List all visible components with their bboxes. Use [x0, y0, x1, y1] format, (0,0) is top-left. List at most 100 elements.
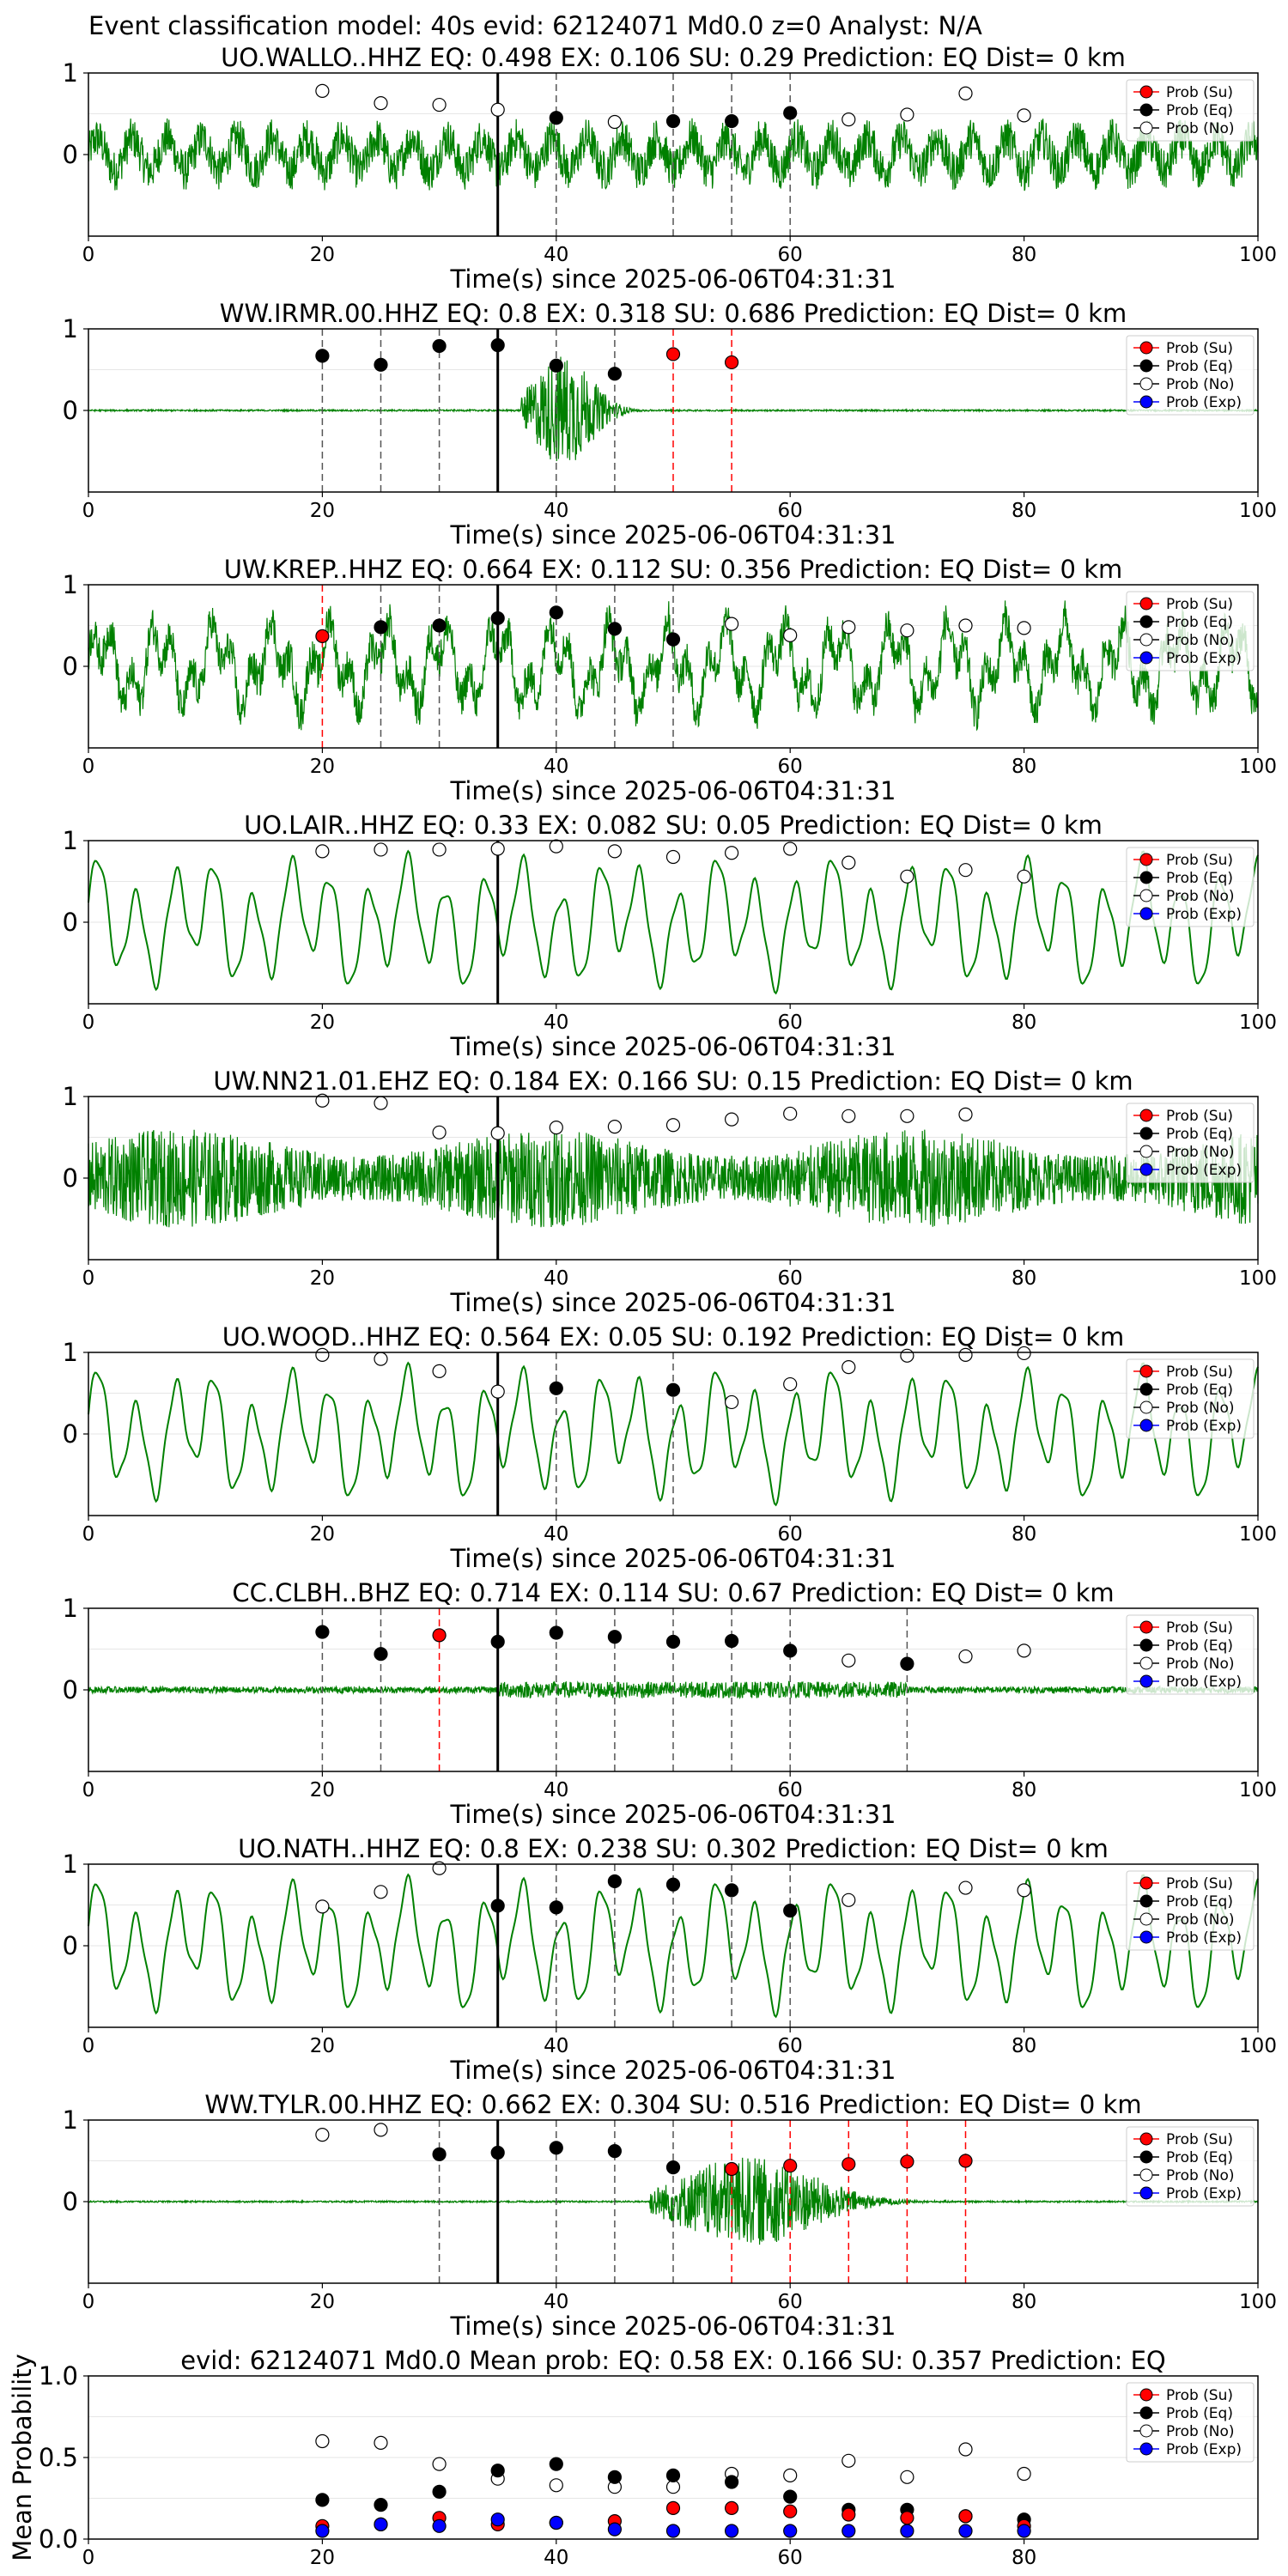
prob-marker-eq: [549, 2141, 563, 2155]
prob-marker-no: [841, 1653, 856, 1668]
prob-marker-su: [900, 2154, 914, 2169]
y-tick-label: 0: [63, 1931, 78, 1960]
prob-marker-eq: [665, 113, 681, 129]
y-tick-label: 1: [63, 1082, 78, 1111]
legend-box: [1126, 1358, 1255, 1439]
y-tick-label: 0: [63, 908, 78, 937]
x-tick-label: 20: [310, 1012, 335, 1034]
mean-prob-marker-exp: [841, 2524, 856, 2538]
x-tick-label: 60: [778, 1012, 803, 1034]
y-tick-label: 0.0: [39, 2524, 78, 2554]
y-tick-label: 0: [63, 140, 78, 169]
panel-2-legend: Prob (Su)Prob (Eq)Prob (No)Prob (Exp): [1126, 335, 1255, 416]
prob-marker-no: [841, 112, 856, 127]
panel-8-title: UO.NATH..HHZ EQ: 0.8 EX: 0.238 SU: 0.302…: [238, 1834, 1109, 1863]
mean-prob-marker-eq: [607, 2470, 623, 2484]
mean-prob-marker-exp: [665, 2524, 681, 2538]
prob-marker-su: [783, 2159, 798, 2173]
prob-marker-eq: [490, 1899, 505, 1913]
prob-marker-no: [841, 620, 856, 635]
prob-marker-eq: [549, 1625, 563, 1640]
prob-marker-no: [900, 869, 914, 884]
legend-label: Prob (No): [1166, 1656, 1235, 1673]
prob-marker-eq: [900, 1656, 914, 1671]
prob-marker-eq: [665, 1877, 681, 1892]
legend-marker: [1139, 121, 1153, 135]
panel-6-xlabel: Time(s) since 2025-06-06T04:31:31: [450, 1544, 896, 1573]
mean-prob-marker-eq: [665, 2468, 681, 2482]
x-tick-label: 40: [544, 1779, 568, 1801]
prob-marker-no: [315, 1347, 330, 1362]
prob-marker-eq: [315, 1625, 330, 1639]
prob-marker-no: [1017, 621, 1031, 635]
panel-7: CC.CLBH..BHZ EQ: 0.714 EX: 0.114 SU: 0.6…: [63, 1578, 1277, 1829]
legend-label: Prob (Exp): [1166, 2441, 1242, 2458]
legend-label: Prob (No): [1166, 1144, 1235, 1161]
legend-label: Prob (No): [1166, 120, 1235, 137]
legend-marker: [1139, 1638, 1153, 1652]
prob-marker-no: [607, 114, 623, 130]
prob-marker-no: [783, 628, 798, 643]
mean-prob-marker-exp: [783, 2524, 798, 2538]
mean-prob-marker-no: [1017, 2466, 1031, 2482]
mean-prob-marker-su: [841, 2507, 856, 2522]
x-tick-label: 80: [1012, 2291, 1036, 2313]
legend-marker: [1139, 907, 1153, 920]
prob-marker-no: [315, 844, 330, 859]
legend-marker: [1139, 871, 1153, 884]
legend-marker: [1139, 2442, 1153, 2456]
mean-prob-marker-eq: [724, 2475, 739, 2489]
mean-prob-marker-exp: [607, 2522, 623, 2537]
y-tick-label: 0: [63, 396, 78, 425]
prob-marker-no: [1017, 1643, 1031, 1658]
mean-prob-marker-su: [900, 2511, 914, 2525]
mean-prob-marker-no: [958, 2442, 973, 2457]
x-tick-label: 40: [544, 244, 568, 266]
legend-marker: [1139, 2388, 1153, 2402]
x-tick-label: 80: [1012, 1779, 1036, 1801]
prob-marker-no: [432, 1125, 447, 1139]
x-tick-label: 20: [310, 500, 335, 522]
prob-marker-no: [724, 617, 739, 631]
x-tick-label: 80: [1012, 1012, 1036, 1034]
prob-marker-no: [315, 2128, 330, 2142]
panel-5-title: UW.NN21.01.EHZ EQ: 0.184 EX: 0.166 SU: 0…: [213, 1066, 1133, 1096]
mean-prob-marker-su: [783, 2504, 798, 2518]
panel-8-legend: Prob (Su)Prob (Eq)Prob (No)Prob (Exp): [1126, 1870, 1255, 1951]
x-tick-label: 100: [1239, 1523, 1277, 1546]
prob-marker-eq: [374, 1647, 388, 1662]
legend-marker: [1139, 377, 1153, 391]
x-tick-label: 0: [82, 2291, 95, 2313]
x-tick-label: 0: [82, 1523, 95, 1546]
panel-4-axes: [88, 840, 1259, 1005]
legend-marker: [1139, 395, 1153, 409]
panel-5-axes: [88, 1096, 1259, 1261]
panel-8-axes: [88, 1863, 1259, 2028]
prob-marker-eq: [549, 1900, 563, 1915]
panel-3-axes: [88, 584, 1259, 749]
prob-marker-eq: [607, 367, 623, 381]
panel-9: WW.TYLR.00.HHZ EQ: 0.662 EX: 0.304 SU: 0…: [63, 2090, 1277, 2341]
mean-prob-marker-exp: [900, 2524, 914, 2538]
prob-marker-no: [900, 1109, 914, 1123]
prob-marker-eq: [490, 337, 505, 353]
prob-marker-no: [432, 1364, 447, 1378]
panel-4: UO.LAIR..HHZ EQ: 0.33 EX: 0.082 SU: 0.05…: [63, 811, 1277, 1061]
prob-marker-no: [841, 855, 856, 870]
legend-marker: [1139, 1400, 1153, 1414]
x-tick-label: 40: [544, 1012, 568, 1034]
panel-6-axes: [88, 1352, 1259, 1516]
legend-marker: [1139, 103, 1153, 117]
prob-marker-su: [665, 347, 681, 361]
x-tick-label: 60: [778, 2547, 803, 2569]
mean-prob-marker-exp: [958, 2524, 973, 2538]
legend-marker: [1139, 1912, 1153, 1926]
panel-5: UW.NN21.01.EHZ EQ: 0.184 EX: 0.166 SU: 0…: [63, 1066, 1277, 1317]
legend-label: Prob (Eq): [1166, 2149, 1233, 2166]
x-tick-label: 0: [82, 1779, 95, 1801]
legend-marker: [1139, 1894, 1153, 1908]
prob-marker-eq: [665, 1634, 681, 1649]
y-tick-label: 0: [63, 1675, 78, 1704]
prob-marker-su: [958, 2154, 973, 2168]
y-tick-label: 0.5: [39, 2443, 78, 2472]
